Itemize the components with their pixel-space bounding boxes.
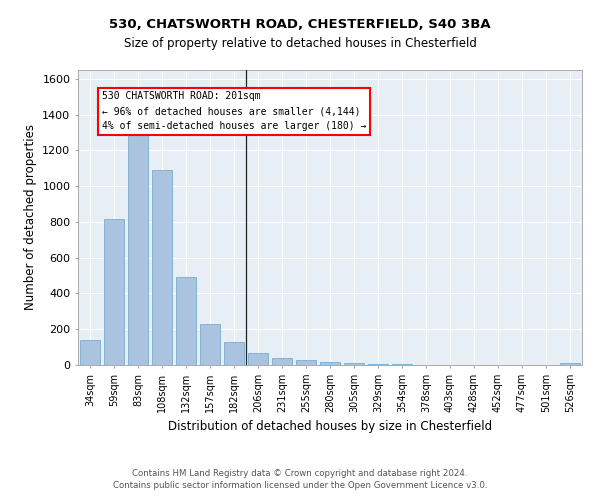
Bar bbox=[224, 342, 244, 365]
Text: 530, CHATSWORTH ROAD, CHESTERFIELD, S40 3BA: 530, CHATSWORTH ROAD, CHESTERFIELD, S40 … bbox=[109, 18, 491, 30]
Bar bbox=[344, 363, 364, 365]
X-axis label: Distribution of detached houses by size in Chesterfield: Distribution of detached houses by size … bbox=[168, 420, 492, 434]
Bar bbox=[392, 364, 412, 365]
Bar bbox=[176, 278, 196, 365]
Bar bbox=[248, 354, 268, 365]
Bar bbox=[296, 360, 316, 365]
Bar bbox=[152, 170, 172, 365]
Bar bbox=[320, 362, 340, 365]
Text: Size of property relative to detached houses in Chesterfield: Size of property relative to detached ho… bbox=[124, 38, 476, 51]
Y-axis label: Number of detached properties: Number of detached properties bbox=[23, 124, 37, 310]
Bar bbox=[560, 362, 580, 365]
Bar bbox=[272, 358, 292, 365]
Text: Contains HM Land Registry data © Crown copyright and database right 2024.
Contai: Contains HM Land Registry data © Crown c… bbox=[113, 468, 487, 490]
Bar bbox=[128, 134, 148, 365]
Bar bbox=[200, 324, 220, 365]
Bar bbox=[80, 340, 100, 365]
Bar bbox=[104, 220, 124, 365]
Text: 530 CHATSWORTH ROAD: 201sqm
← 96% of detached houses are smaller (4,144)
4% of s: 530 CHATSWORTH ROAD: 201sqm ← 96% of det… bbox=[102, 92, 367, 131]
Bar bbox=[368, 364, 388, 365]
